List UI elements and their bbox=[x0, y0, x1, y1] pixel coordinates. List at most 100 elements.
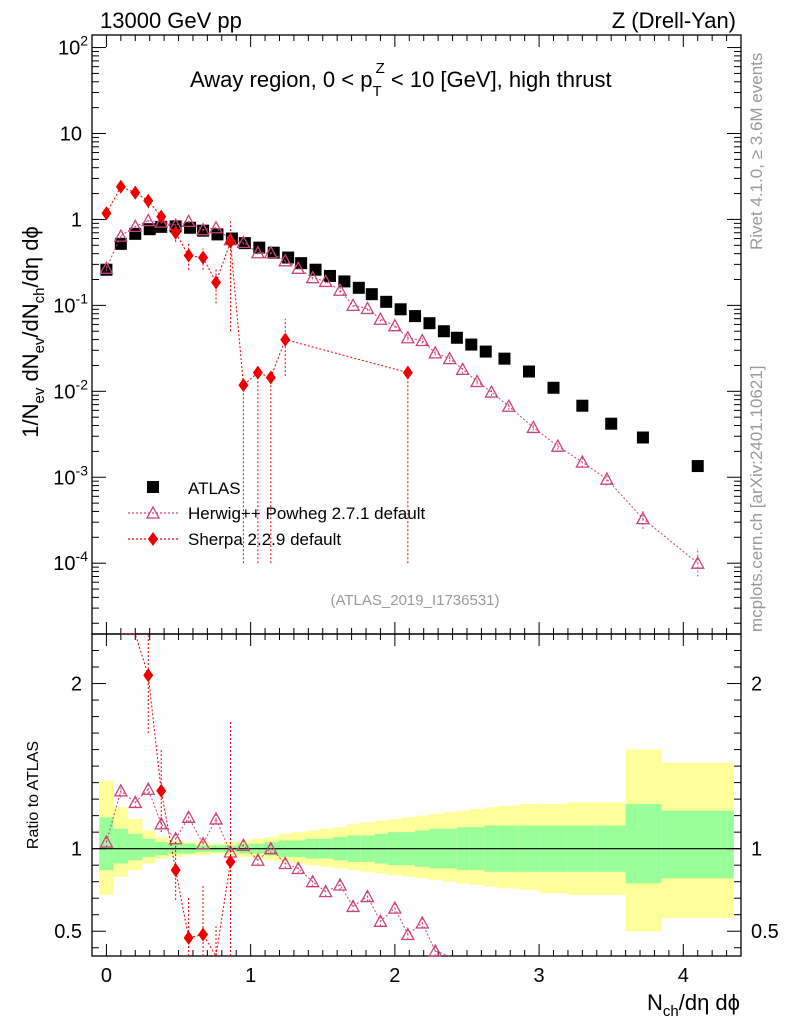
atlas-point bbox=[522, 365, 535, 378]
ratio-stat-band bbox=[661, 810, 734, 879]
atlas-point bbox=[184, 221, 197, 234]
herwig-point bbox=[428, 345, 443, 359]
mcplots-label: mcplots.cern.ch [arXiv:2401.10621] bbox=[747, 366, 766, 632]
x-axis-label-main: N bbox=[647, 990, 663, 1015]
herwig-point bbox=[141, 213, 156, 227]
sherpa-point bbox=[280, 332, 291, 347]
herwig-point bbox=[278, 253, 293, 267]
atlas-point bbox=[282, 251, 295, 264]
herwig-ratio-point bbox=[181, 809, 196, 823]
y-axis-label-a-sub: ev bbox=[31, 387, 48, 403]
y-tick-label: 10-1 bbox=[53, 290, 88, 317]
herwig-point bbox=[635, 511, 651, 525]
sherpa-point bbox=[130, 185, 141, 200]
legend-herwig-marker bbox=[145, 505, 161, 519]
atlas-point bbox=[450, 331, 463, 344]
atlas-point bbox=[691, 460, 704, 473]
sherpa-ratio-point bbox=[183, 930, 194, 945]
sherpa-point bbox=[252, 365, 263, 380]
legend-herwig-label: Herwig++ Powheg 2.7.1 default bbox=[188, 504, 425, 523]
herwig-point bbox=[526, 420, 541, 434]
sherpa-point bbox=[211, 275, 222, 290]
x-tick-label: 2 bbox=[389, 965, 400, 987]
herwig-point bbox=[575, 454, 590, 468]
sherpa-ratio-line bbox=[120, 633, 231, 958]
herwig-ratio-point bbox=[263, 841, 278, 855]
herwig-ratio-point bbox=[99, 834, 114, 848]
legend-sherpa-label: Sherpa 2.2.9 default bbox=[188, 530, 341, 549]
herwig-ratio-point bbox=[113, 783, 128, 797]
herwig-ratio-point bbox=[195, 836, 211, 850]
plot-title-suffix: < 10 [GeV], high thrust bbox=[385, 67, 612, 92]
sherpa-point bbox=[265, 370, 276, 385]
x-axis-label-sub: ch bbox=[663, 1003, 679, 1020]
header-right: Z (Drell-Yan) bbox=[612, 8, 736, 33]
atlas-point bbox=[636, 431, 649, 444]
herwig-point bbox=[442, 351, 457, 365]
herwig-ratio-point bbox=[278, 856, 293, 870]
ratio-tick-label-right: 1 bbox=[751, 839, 762, 861]
herwig-point bbox=[690, 555, 705, 569]
herwig-point bbox=[550, 438, 565, 452]
y-axis-label-d: /dη dϕ bbox=[18, 226, 43, 287]
herwig-point bbox=[373, 311, 388, 325]
rivet-label: Rivet 4.1.0, ≥ 3.6M events bbox=[747, 53, 766, 250]
y-tick-label: 10 bbox=[60, 123, 82, 145]
herwig-point bbox=[181, 213, 196, 228]
main-plot-markers bbox=[99, 179, 705, 577]
herwig-ratio-point bbox=[318, 884, 333, 898]
atlas-point bbox=[479, 345, 492, 358]
herwig-point bbox=[345, 298, 361, 312]
herwig-point bbox=[318, 274, 333, 288]
ratio-stat-band bbox=[128, 833, 143, 861]
ratio-stat-band bbox=[113, 828, 129, 864]
herwig-ratio-point bbox=[128, 795, 143, 809]
legend-atlas-label: ATLAS bbox=[188, 479, 241, 498]
herwig-point bbox=[291, 260, 306, 274]
herwig-point bbox=[305, 270, 320, 284]
herwig-point bbox=[195, 222, 211, 236]
herwig-ratio-point bbox=[373, 913, 388, 927]
herwig-point bbox=[501, 398, 516, 412]
atlas-point bbox=[605, 417, 618, 430]
herwig-ratio-point bbox=[250, 852, 265, 866]
ratio-tick-label-right: 2 bbox=[751, 674, 762, 696]
herwig-ratio-point bbox=[387, 900, 402, 914]
atlas-point bbox=[409, 310, 422, 323]
y-axis-label-c: /dN bbox=[18, 303, 43, 337]
herwig-point bbox=[360, 301, 375, 315]
atlas-point bbox=[547, 381, 560, 394]
header-left: 13000 GeV pp bbox=[100, 8, 242, 33]
atlas-point bbox=[211, 228, 224, 241]
herwig-ratio-point bbox=[428, 943, 443, 957]
x-tick-label: 1 bbox=[245, 965, 256, 987]
herwig-point bbox=[128, 219, 143, 233]
herwig-ratio-point bbox=[141, 781, 156, 795]
plot-title-sub: T bbox=[372, 83, 381, 100]
atlas-point bbox=[465, 338, 478, 351]
ratio-tick-label-left: 0.5 bbox=[54, 921, 82, 943]
y-tick-label: 10-4 bbox=[53, 548, 88, 575]
plot-title-sup: Z bbox=[376, 60, 385, 77]
herwig-ratio-point bbox=[208, 811, 224, 825]
sherpa-point bbox=[156, 209, 167, 224]
herwig-point bbox=[400, 330, 415, 344]
sherpa-ratio-point bbox=[225, 854, 236, 869]
herwig-ratio-point bbox=[400, 927, 415, 941]
sherpa-ratio-point bbox=[198, 927, 209, 942]
atlas-point bbox=[437, 325, 450, 338]
y-tick-label: 10-3 bbox=[53, 462, 88, 489]
herwig-ratio-point bbox=[332, 877, 348, 891]
ratio-plot-markers bbox=[99, 633, 450, 958]
atlas-point bbox=[498, 352, 511, 365]
y-axis-label-c-sub: ch bbox=[31, 287, 48, 303]
sherpa-point bbox=[115, 179, 126, 194]
herwig-point bbox=[236, 235, 251, 249]
herwig-ratio-point bbox=[236, 838, 251, 852]
ratio-uncertainty-bands bbox=[92, 749, 741, 932]
ratio-tick-label-right: 0.5 bbox=[751, 921, 779, 943]
herwig-point bbox=[263, 245, 278, 259]
legend-sherpa-marker bbox=[148, 532, 158, 546]
herwig-point bbox=[469, 374, 485, 388]
